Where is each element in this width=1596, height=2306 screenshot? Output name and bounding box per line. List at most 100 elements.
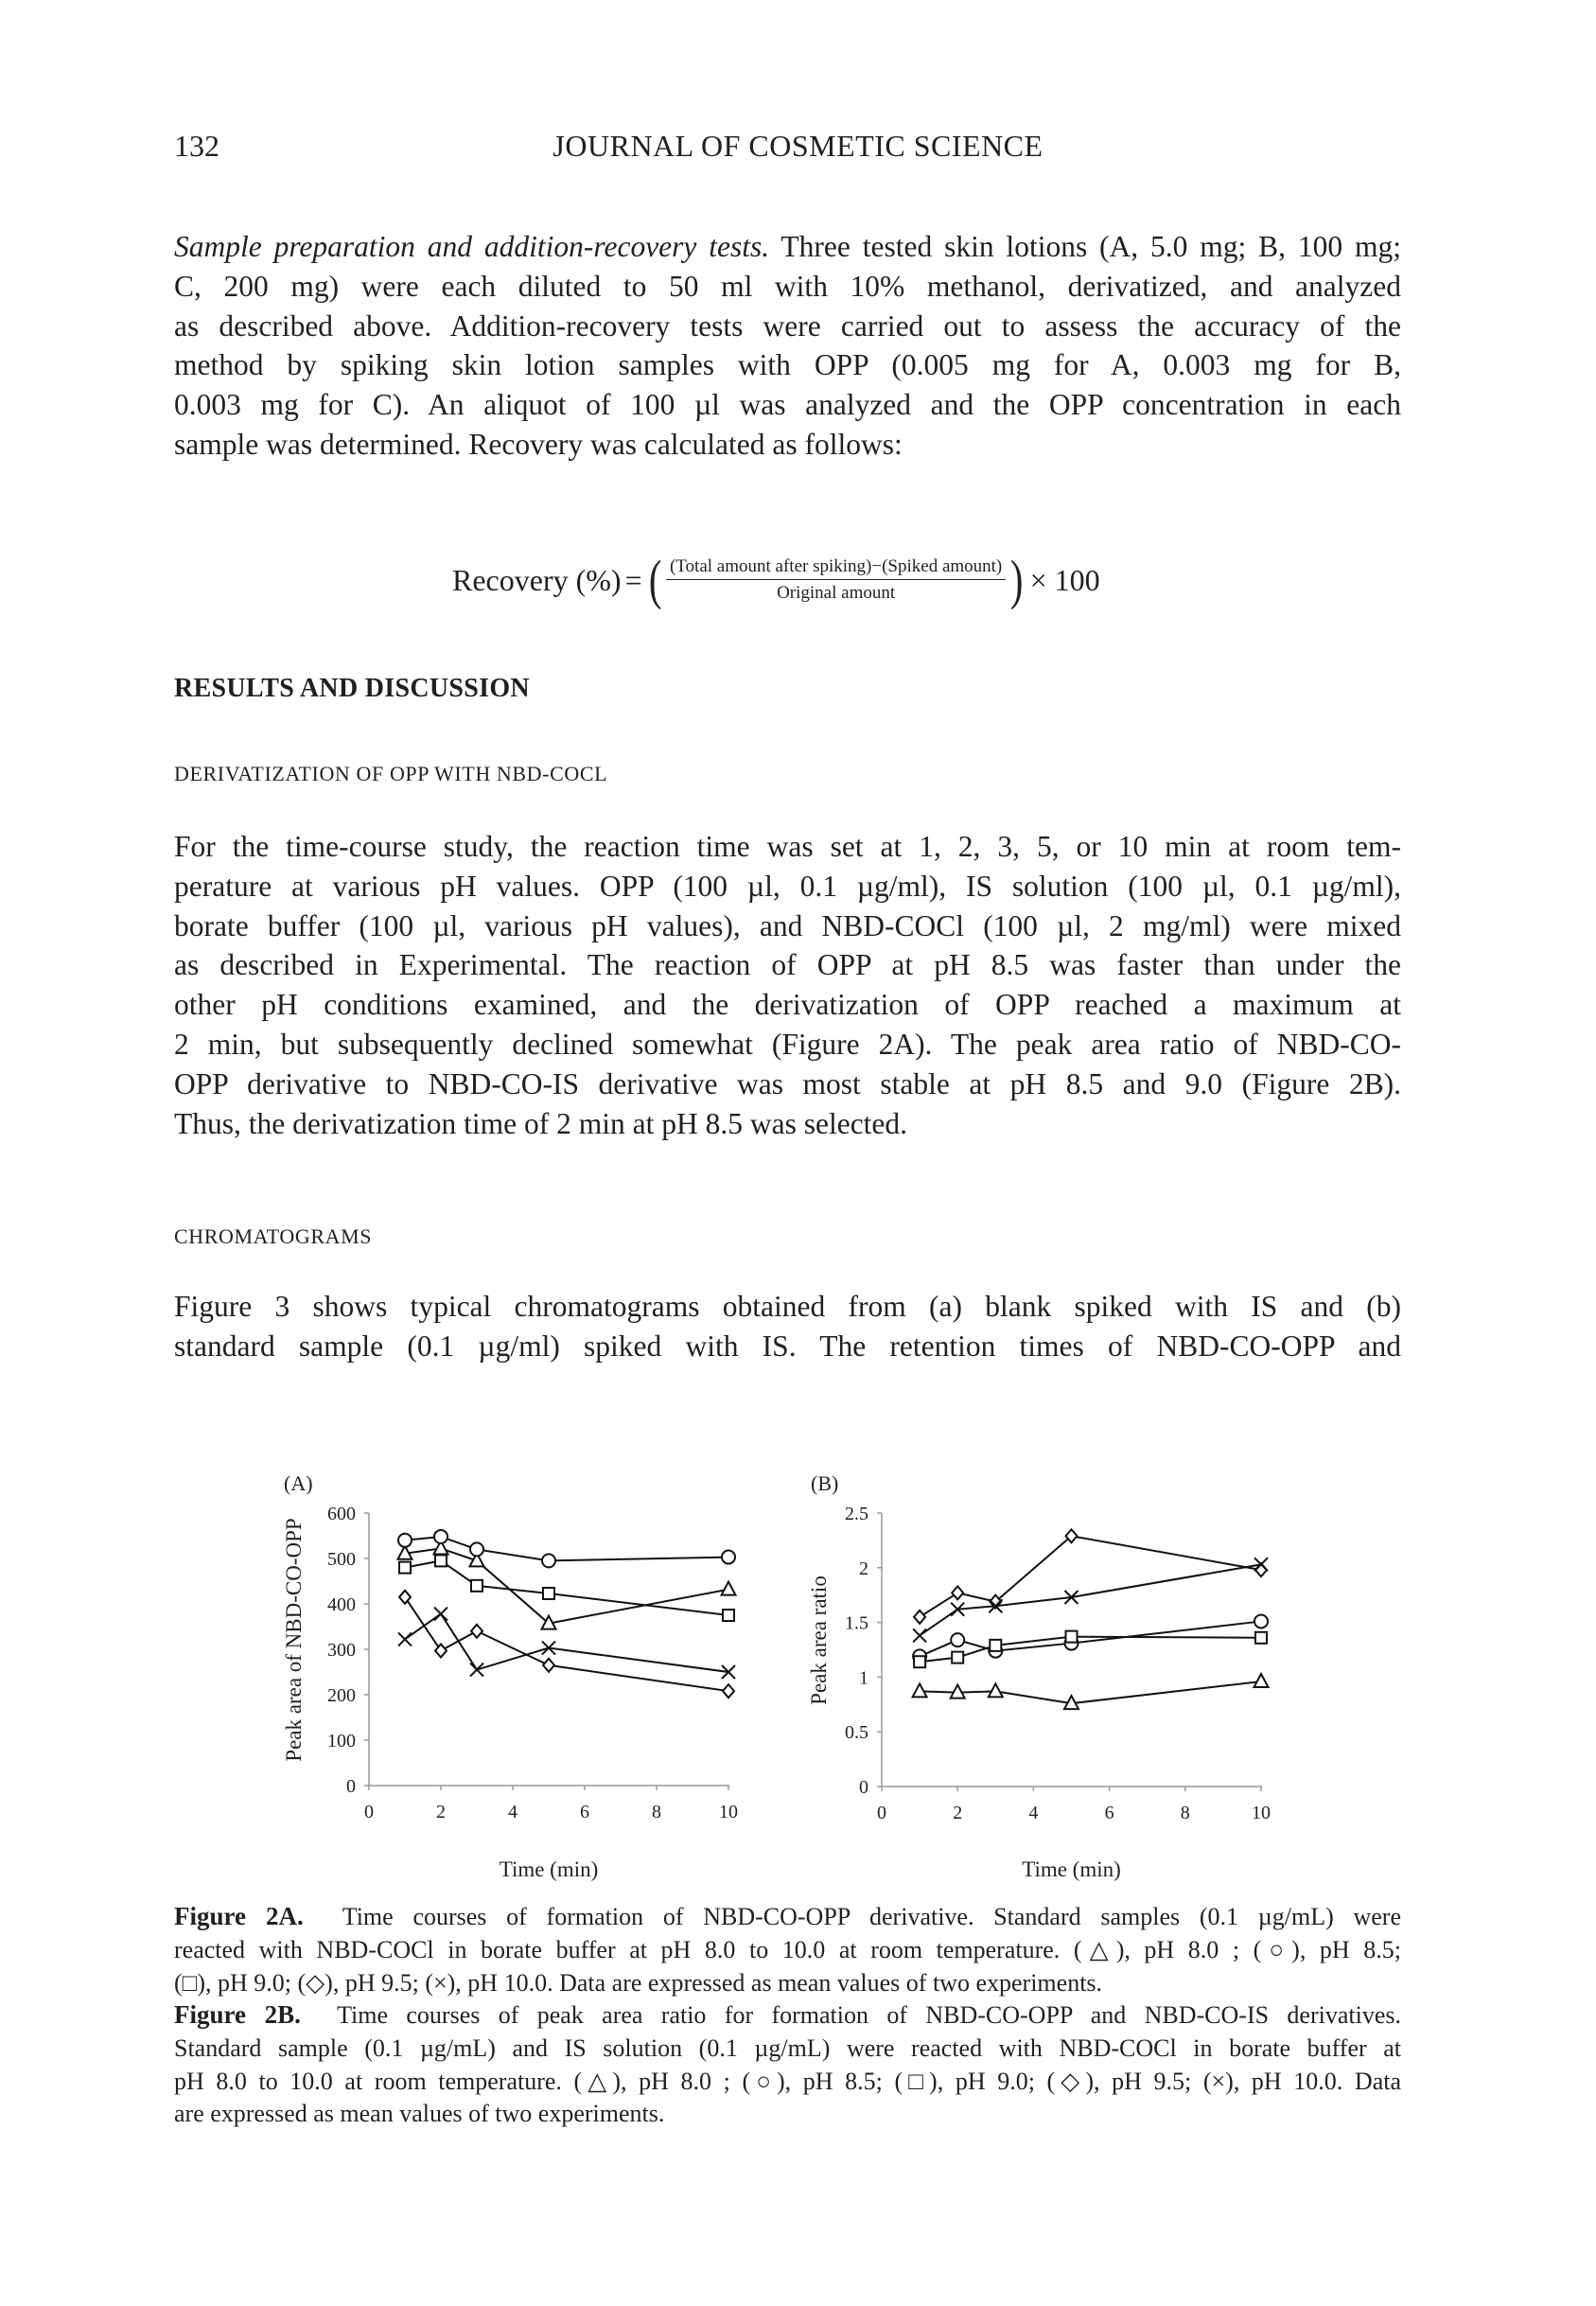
circle-marker [541,1553,556,1569]
y-axis-title: Peak area ratio [807,1575,831,1705]
x-tick-label: 2 [436,1802,446,1822]
series-diamond [912,1527,1269,1626]
diamond-marker [433,1642,448,1659]
series-line [404,1535,729,1562]
series-triangle [395,1539,738,1630]
section-heading: RESULTS AND DISCUSSION [174,674,530,703]
line-text: borate buffer (100 µl, various pH values… [174,908,1401,942]
triangle-marker [539,1613,558,1630]
y-tick-label: 200 [327,1685,356,1706]
x-axis-title: Time (min) [1022,1857,1121,1881]
x-marker [988,1598,1004,1613]
series-x [912,1557,1269,1644]
lead-text: Figure 2A. [174,1902,304,1930]
series-line [919,1535,1262,1618]
text-line: Figure 2B. Time courses of peak area rat… [174,1998,1401,2033]
y-tick-label: 2 [859,1558,868,1579]
series-line [920,1681,1262,1705]
diamond-marker [469,1623,484,1640]
formula-equals: = [624,562,642,597]
subheading-derivatization: DERIVATIZATION OF OPP WITH NBD-COCL [174,762,608,785]
x-tick-label: 4 [508,1802,517,1822]
line-text: OPP derivative to NBD-CO-IS derivative w… [174,1066,1401,1100]
left-paren: ( [648,549,662,610]
line-text: standard sample (0.1 µg/ml) spiked with … [174,1329,1401,1363]
line-text: 0.003 mg for C). An aliquot of 100 µl wa… [174,388,1401,422]
square-marker [470,1578,483,1593]
y-tick-label: 100 [327,1731,356,1752]
x-marker [433,1606,448,1622]
line-text: pH 8.0 to 10.0 at room temperature. (△),… [174,2067,1401,2095]
paragraph-sample-preparation: Sample preparation and addition-recovery… [174,227,1401,465]
line-text: as described above. Addition-recovery te… [174,308,1401,343]
series-square [913,1629,1268,1669]
text-line: C, 200 mg) were each diluted to 50 ml wi… [174,267,1401,307]
text-line: (□), pH 9.0; (◇), pH 9.5; (×), pH 10.0. … [174,1967,1401,2000]
line-text: are expressed as mean values of two expe… [174,2100,665,2128]
series-x [397,1606,736,1680]
square-marker [398,1560,412,1575]
text-line: sample was determined. Recovery was calc… [174,425,1401,465]
text-line: OPP derivative to NBD-CO-IS derivative w… [174,1065,1401,1104]
circle-marker [433,1528,448,1544]
diamond-marker [541,1657,556,1674]
y-tick-label: 0.5 [845,1722,868,1743]
triangle-marker [987,1681,1005,1699]
chart-b: (B) 0 0.5 1 1.5 2 2.5 0 2 4 6 8 10 Time (min) Peak are… [807,1471,1271,1881]
diamond-marker [1064,1527,1079,1544]
text-line: Figure 2A. Time courses of formation of … [174,1900,1401,1934]
line-text: For the time-course study, the reaction … [174,830,1401,863]
x-marker [721,1664,736,1680]
x-axis-title: Time (min) [500,1857,599,1881]
x-marker [541,1640,556,1656]
series-diamond [397,1589,736,1699]
chart-a: (A) 0 100 200 300 400 500 600 0 2 4 6 8 10 Time (min) P… [282,1471,738,1881]
triangle-marker [719,1579,738,1596]
y-tick-label: 1.5 [845,1613,868,1634]
x-tick-label: 10 [719,1802,738,1822]
y-tick-label: 300 [327,1640,356,1661]
lead-text: Sample preparation and addition-recovery… [174,230,770,263]
line-text: perature at various pH values. OPP (100 … [174,869,1401,903]
formula-times: × 100 [1029,562,1100,597]
square-marker [951,1650,965,1664]
y-tick-label: 400 [327,1594,356,1615]
text-line: pH 8.0 to 10.0 at room temperature. (△),… [174,2066,1401,2099]
text-line: borate buffer (100 µl, various pH values… [174,907,1401,946]
caption-figure-2a: Figure 2A. Time courses of formation of … [174,1900,1401,1999]
x-tick-label: 6 [1105,1803,1114,1823]
diamond-marker [721,1682,736,1699]
series-line [919,1563,1262,1637]
text-line: Figure 3 shows typical chromatograms obt… [174,1287,1401,1327]
x-marker [397,1631,412,1647]
y-tick-label: 600 [327,1504,356,1524]
circle-marker [397,1532,412,1548]
y-tick-label: 0 [859,1777,868,1798]
paragraph-derivatization: For the time-course study, the reaction … [174,827,1401,1143]
circle-marker [469,1541,484,1558]
triangle-marker [1062,1694,1080,1711]
triangle-marker [910,1681,929,1699]
line-text: Three tested skin lotions (A, 5.0 mg; B,… [769,230,1401,263]
text-line: For the time-course study, the reaction … [174,827,1401,867]
x-tick-label: 0 [877,1803,886,1823]
text-line: reacted with NBD-COCl in borate buffer a… [174,1934,1401,1967]
triangle-marker [395,1543,414,1560]
text-line: Thus, the derivatization time of 2 min a… [174,1104,1401,1144]
y-axis-title: Peak area of NBD-CO-OPP [282,1518,306,1761]
x-tick-label: 4 [1028,1803,1038,1823]
formula-lhs: Recovery [452,562,569,597]
panel-label: (B) [811,1471,838,1495]
recovery-formula: Recovery (%) = ( (Total amount after spi… [452,547,1100,613]
line-text: other pH conditions examined, and the de… [174,988,1401,1022]
triangle-marker [467,1551,486,1568]
triangle-marker [1252,1671,1271,1689]
running-header: JOURNAL OF COSMETIC SCIENCE [552,129,1044,163]
x-marker [1063,1590,1079,1605]
paragraph-chromatograms: Figure 3 shows typical chromatograms obt… [174,1287,1401,1366]
line-text: reacted with NBD-COCl in borate buffer a… [174,1935,1401,1963]
caption-figure-2b: Figure 2B. Time courses of peak area rat… [174,1998,1401,2131]
square-marker [722,1609,735,1622]
x-marker [469,1662,484,1678]
